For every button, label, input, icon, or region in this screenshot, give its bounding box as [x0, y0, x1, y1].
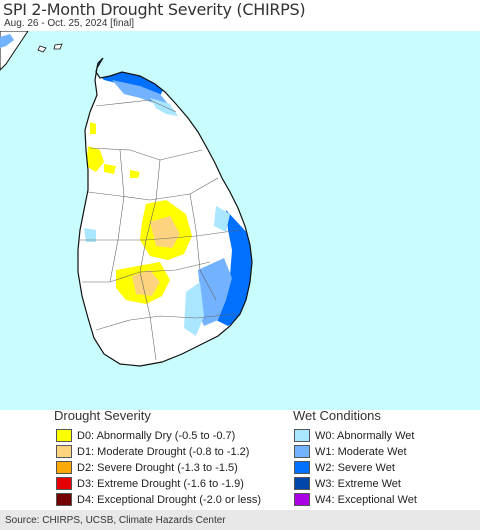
legend-item-d0: D0: Abnormally Dry (-0.5 to -0.7) — [56, 428, 235, 443]
legend-swatch-d0 — [56, 429, 72, 442]
map-header: SPI 2-Month Drought Severity (CHIRPS) Au… — [0, 0, 480, 31]
legend-swatch-d3 — [56, 477, 72, 490]
island-mannar — [37, 45, 47, 53]
legend-swatch-w2 — [294, 461, 310, 474]
wet-w0-east — [184, 282, 204, 336]
legend-swatch-d1 — [56, 445, 72, 458]
map-title: SPI 2-Month Drought Severity (CHIRPS) — [3, 0, 306, 19]
legend-label-d3: D3: Extreme Drought (-1.6 to -1.9) — [77, 477, 244, 490]
legend-item-w0: W0: Abnormally Wet — [294, 428, 414, 443]
legend-swatch-w4 — [294, 493, 310, 506]
legend-item-w1: W1: Moderate Wet — [294, 444, 407, 459]
legend-drought-title: Drought Severity — [54, 408, 151, 423]
source-footer: Source: CHIRPS, UCSB, Climate Hazards Ce… — [0, 510, 480, 530]
legend-label-w3: W3: Extreme Wet — [315, 477, 401, 490]
dry-d0-patch — [104, 164, 116, 174]
legend-item-d2: D2: Severe Drought (-1.3 to -1.5) — [56, 460, 238, 475]
legend-wet-title: Wet Conditions — [293, 408, 381, 423]
district-borders — [80, 99, 241, 361]
legend-label-d4: D4: Exceptional Drought (-2.0 or less) — [77, 493, 262, 506]
sri-lanka-map-svg — [0, 31, 480, 410]
island-small — [53, 43, 63, 50]
dry-d0-north-patch — [90, 122, 96, 134]
wet-w1-east — [196, 258, 232, 326]
dry-d0-northwest — [86, 146, 104, 172]
legend-label-w2: W2: Severe Wet — [315, 461, 395, 474]
legend-item-d1: D1: Moderate Drought (-0.8 to -1.2) — [56, 444, 249, 459]
map-date-range: Aug. 26 - Oct. 25, 2024 [final] — [4, 18, 135, 29]
legend-label-w0: W0: Abnormally Wet — [315, 429, 415, 442]
legend-item-w4: W4: Exceptional Wet — [294, 492, 417, 507]
wet-w0-east-north — [214, 206, 230, 232]
dry-d1-central — [150, 216, 180, 248]
legend-label-w1: W1: Moderate Wet — [315, 445, 407, 458]
legend-item-d4: D4: Exceptional Drought (-2.0 or less) — [56, 492, 261, 507]
legend-swatch-w1 — [294, 445, 310, 458]
legend-swatch-d4 — [56, 493, 72, 506]
dry-d1-south — [132, 270, 160, 296]
legend-item-w2: W2: Severe Wet — [294, 460, 395, 475]
wet-w1-north — [112, 80, 168, 104]
legend-item-w3: W3: Extreme Wet — [294, 476, 401, 491]
india-wet-area — [0, 34, 14, 48]
condition-overlays — [84, 60, 252, 336]
drought-map — [0, 31, 480, 410]
legend-swatch-d2 — [56, 461, 72, 474]
sri-lanka-coastline — [77, 57, 253, 367]
legend-label-w4: W4: Exceptional Wet — [315, 493, 417, 506]
legend-label-d0: D0: Abnormally Dry (-0.5 to -0.7) — [77, 429, 236, 442]
wet-w0-west — [84, 228, 96, 242]
legend-swatch-w3 — [294, 477, 310, 490]
wet-w0-north — [150, 98, 178, 116]
legend-label-d2: D2: Severe Drought (-1.3 to -1.5) — [77, 461, 238, 474]
legend: Drought Severity Wet Conditions D0: Abno… — [0, 408, 480, 510]
source-credit: Source: CHIRPS, UCSB, Climate Hazards Ce… — [5, 515, 226, 526]
legend-label-d1: D1: Moderate Drought (-0.8 to -1.2) — [77, 445, 250, 458]
legend-swatch-w0 — [294, 429, 310, 442]
dry-d0-patch-2 — [130, 170, 140, 178]
legend-item-d3: D3: Extreme Drought (-1.6 to -1.9) — [56, 476, 244, 491]
